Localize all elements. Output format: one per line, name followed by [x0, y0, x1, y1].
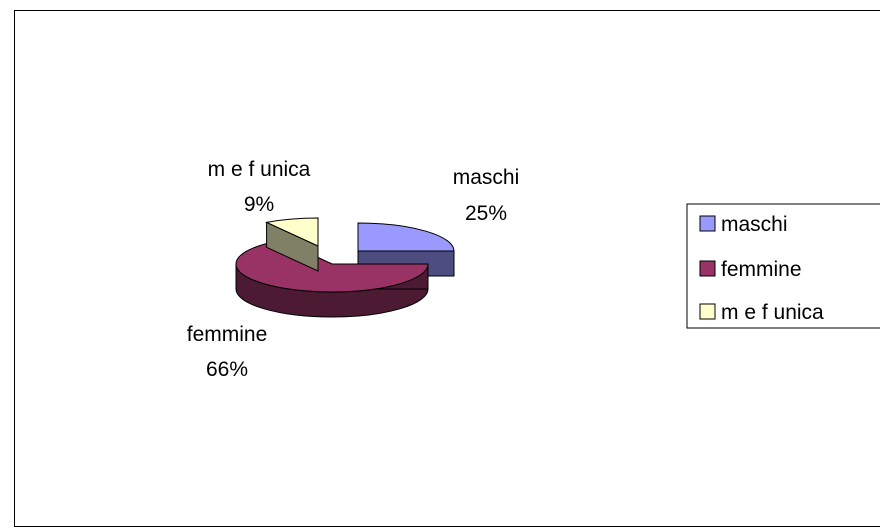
pie-top-maschi — [357, 222, 455, 252]
label-femmine-name: femmine — [187, 323, 268, 346]
label-mefunica-percent: 9% — [244, 193, 274, 216]
pie-slice-mefunica — [264, 217, 319, 272]
legend-label-maschi: maschi — [721, 213, 788, 236]
label-maschi-percent: 25% — [465, 202, 507, 225]
pie-slices — [235, 217, 455, 318]
legend-swatch-maschi — [699, 215, 716, 232]
label-mefunica-name: m e f unica — [208, 158, 311, 181]
legend-box — [686, 203, 880, 329]
legend-swatch-femmine — [699, 260, 716, 277]
legend: maschi femmine m e f unica — [686, 203, 880, 329]
label-maschi-name: maschi — [453, 166, 520, 189]
label-femmine-percent: 66% — [206, 358, 248, 381]
legend-swatch-mefunica — [699, 303, 716, 320]
legend-label-femmine: femmine — [721, 258, 802, 281]
legend-label-mefunica: m e f unica — [721, 301, 824, 324]
pie-top-mefunica — [264, 217, 319, 247]
